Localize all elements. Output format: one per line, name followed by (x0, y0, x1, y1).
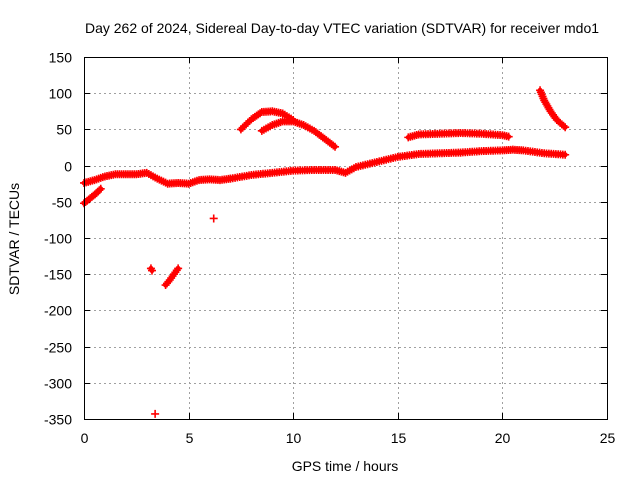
chart-title: Day 262 of 2024, Sidereal Day-to-day VTE… (85, 20, 599, 36)
y-tick-label: 0 (64, 159, 72, 175)
series-main-trace-late (456, 145, 570, 159)
data-point (561, 123, 570, 132)
series-isolated-minus-143 (146, 264, 156, 275)
y-tick-label: 150 (49, 50, 73, 66)
y-tick-label: -250 (44, 340, 72, 356)
x-tick-label: 15 (391, 430, 407, 446)
data-point (95, 186, 104, 195)
series-negative-start (80, 184, 105, 208)
grid (84, 57, 607, 419)
data-point (329, 141, 338, 150)
x-axis-label: GPS time / hours (292, 458, 399, 474)
data-point (504, 132, 513, 141)
series-plateau-40 (404, 129, 513, 142)
data-point (256, 109, 265, 118)
data-point (147, 266, 156, 275)
y-tick-label: -100 (44, 231, 72, 247)
x-tick-label: 0 (81, 430, 89, 446)
data-point (209, 214, 218, 223)
data-point (561, 150, 570, 159)
y-tick-label: -50 (52, 195, 72, 211)
x-tick-label: 10 (286, 430, 302, 446)
series-isolated-minus-73 (209, 214, 218, 223)
axis-ticks: 0 5 10 15 20 25 150 100 50 0 -50 -100 -150 -200 -250 -3… (44, 50, 616, 447)
plot-frame (84, 57, 608, 420)
series-isolated-minus-343 (151, 409, 160, 418)
series-high-drop (536, 86, 570, 132)
series-main-trace-early (80, 168, 235, 188)
x-tick-label: 25 (600, 430, 616, 446)
y-tick-label: -350 (44, 412, 72, 428)
y-tick-label: -150 (44, 267, 72, 283)
series-arc-2 (257, 117, 340, 151)
data-point (331, 142, 340, 151)
data-point (151, 409, 160, 418)
data-point (174, 264, 183, 273)
data-point (96, 184, 105, 193)
x-tick-label: 5 (186, 430, 194, 446)
series-falling-segment (161, 264, 183, 290)
y-tick-label: -200 (44, 303, 72, 319)
y-tick-label: 100 (49, 86, 73, 102)
y-tick-label: -300 (44, 376, 72, 392)
data-layer (80, 86, 570, 418)
y-tick-label: 50 (56, 122, 72, 138)
x-tick-label: 20 (495, 430, 511, 446)
y-axis-label: SDTVAR / TECUs (6, 183, 22, 295)
data-point (559, 121, 568, 130)
